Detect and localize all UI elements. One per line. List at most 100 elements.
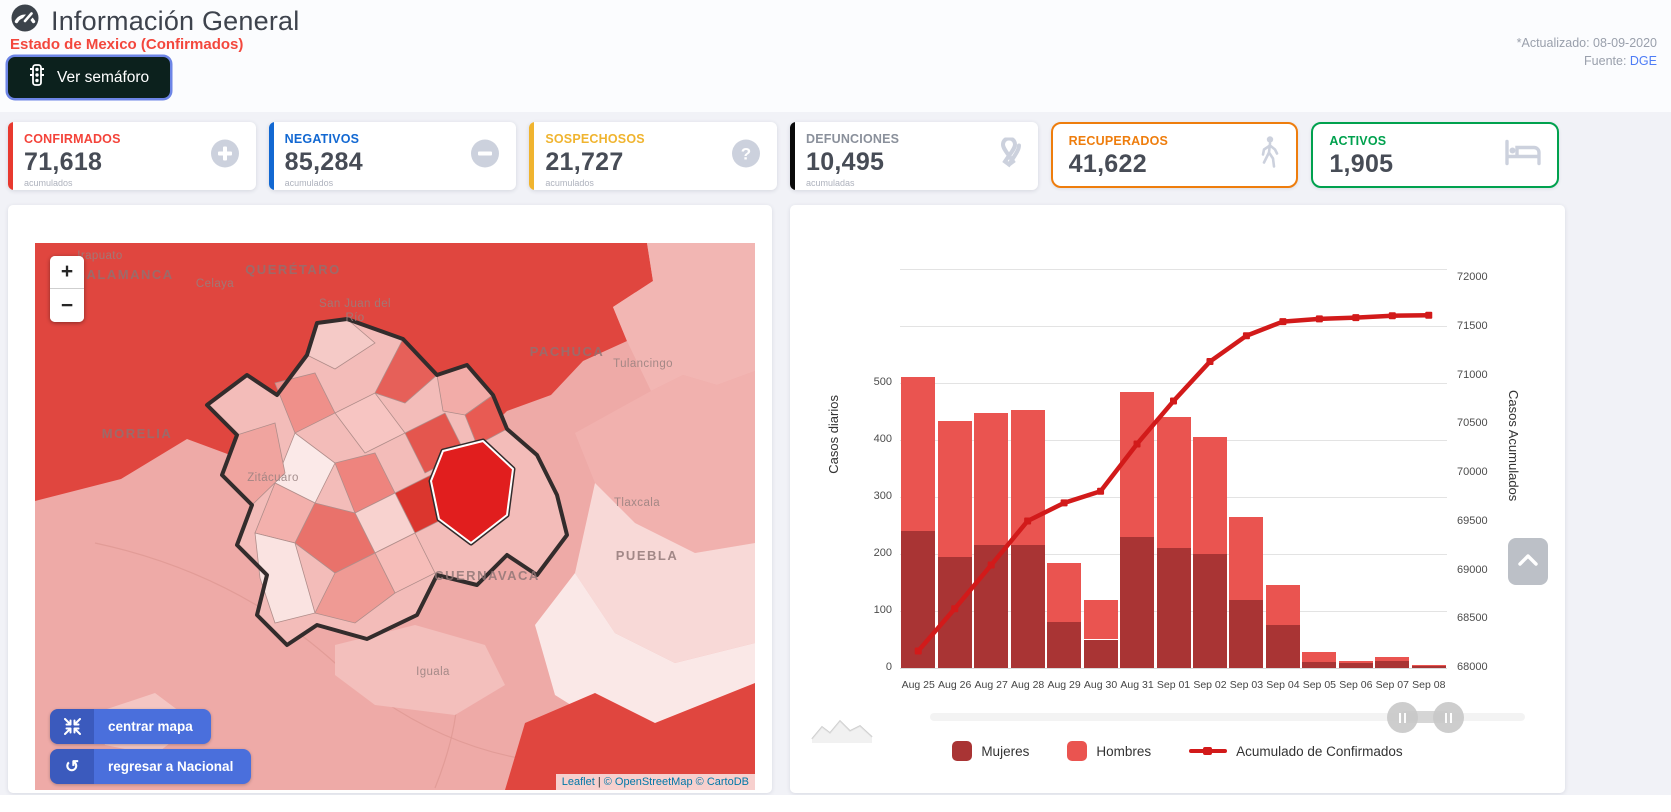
bar-mujeres-Sep 04 — [1265, 625, 1300, 668]
leaflet-link[interactable]: Leaflet — [561, 776, 595, 788]
map-label: Río — [345, 312, 364, 324]
y-axis-left-tick: 500 — [873, 376, 892, 388]
legend-label: Mujeres — [981, 743, 1030, 759]
y-axis-left-tick: 0 — [885, 661, 892, 673]
page-title: Información General — [51, 5, 300, 36]
bar-hombres-Sep 05 — [1302, 652, 1337, 663]
map-label: SALAMANCA — [76, 267, 173, 282]
y-axis-right-tick: 69000 — [1457, 563, 1488, 576]
stat-card-activos[interactable]: ACTIVOS 1,905 — [1311, 122, 1559, 188]
gridline — [900, 326, 1447, 327]
legend-item-acumulado-de-confirmados[interactable]: Acumulado de Confirmados — [1189, 744, 1403, 759]
updated-text: *Actualizado: 08-09-2020 — [1516, 36, 1657, 50]
stat-label: CONFIRMADOS — [24, 132, 121, 146]
carto-link[interactable]: © CartoDB — [695, 776, 749, 788]
osm-link[interactable]: © OpenStreetMap — [603, 776, 693, 788]
svg-text:?: ? — [741, 145, 751, 164]
stat-card-negativos[interactable]: NEGATIVOS 85,284 acumulados — [268, 122, 517, 190]
meta-info: *Actualizado: 08-09-2020 Fuente: DGE — [1517, 34, 1657, 70]
map-attribution: Leaflet | © OpenStreetMap © CartoDB — [555, 774, 755, 790]
bed-icon — [1505, 139, 1541, 171]
line-swatch — [1189, 744, 1228, 758]
bar-hombres-Aug 29 — [1047, 562, 1082, 623]
bar-hombres-Sep 02 — [1192, 437, 1227, 554]
map-zoom-control: + − — [50, 256, 84, 322]
walking-icon — [1258, 136, 1280, 175]
x-axis-tick: Sep 01 — [1156, 679, 1191, 691]
bar-hombres-Sep 01 — [1156, 417, 1191, 549]
source-link[interactable]: DGE — [1629, 54, 1657, 68]
stat-value: 21,727 — [545, 148, 624, 176]
ver-semaforo-button[interactable]: Ver semáforo — [8, 57, 171, 98]
y-axis-right-tick: 71500 — [1457, 319, 1488, 332]
bar-hombres-Aug 28 — [1010, 410, 1045, 546]
map-label: Tlaxcala — [614, 497, 660, 509]
map-label: San Juan del — [319, 298, 391, 310]
bar-mujeres-Sep 01 — [1156, 548, 1191, 668]
stat-value: 41,622 — [1068, 150, 1147, 178]
chart-legend: Mujeres Hombres Acumulado de Confirmados — [790, 741, 1565, 761]
bar-mujeres-Sep 06 — [1338, 663, 1373, 668]
bar-mujeres-Sep 03 — [1229, 599, 1264, 668]
bar-mujeres-Aug 29 — [1047, 622, 1082, 668]
bar-hombres-Sep 03 — [1229, 516, 1264, 600]
centrar-mapa-button[interactable]: centrar mapa — [50, 709, 211, 744]
footer — [0, 795, 1671, 812]
x-axis-tick: Aug 31 — [1120, 679, 1154, 691]
regresar-nacional-button[interactable]: ↺ regresar a Nacional — [50, 749, 252, 784]
choropleth-map[interactable]: Irapuato SALAMANCA Celaya QUERÉTARO San Juan… — [35, 243, 755, 790]
stat-card-confirmados[interactable]: CONFIRMADOS 71,618 acumulados — [8, 122, 256, 190]
stat-card-sospechosos[interactable]: SOSPECHOSOS 21,727 acumulados? — [529, 122, 777, 190]
map-label: MORELIA — [102, 426, 172, 441]
x-axis-tick: Sep 03 — [1229, 679, 1264, 691]
scroll-top-button[interactable] — [1508, 538, 1548, 585]
stat-card-recuperados[interactable]: RECUPERADOS 41,622 — [1050, 122, 1299, 188]
stat-sub: acumulados — [545, 178, 594, 188]
y-axis-left-tick: 100 — [873, 604, 892, 616]
choropleth-map-svg: Irapuato SALAMANCA Celaya QUERÉTARO San Juan… — [35, 243, 755, 790]
y-axis-left-tick: 300 — [873, 490, 892, 502]
slider-handle-left[interactable] — [1387, 702, 1418, 733]
bar-hombres-Aug 25 — [901, 377, 936, 532]
stat-label: RECUPERADOS — [1068, 134, 1169, 148]
header-strip — [0, 0, 1671, 112]
bar-hombres-Aug 30 — [1083, 599, 1118, 640]
bar-mujeres-Aug 28 — [1010, 545, 1045, 668]
page-subtitle: Estado de Mexico (Confirmados) — [10, 36, 244, 53]
bar-mujeres-Sep 05 — [1302, 662, 1337, 668]
stat-sub: acumulados — [24, 178, 73, 188]
map-label: PACHUCA — [530, 344, 605, 359]
bar-mujeres-Aug 25 — [901, 531, 936, 668]
zoom-in-button[interactable]: + — [50, 256, 84, 289]
plus-circle-icon — [210, 139, 240, 174]
bar-hombres-Sep 04 — [1265, 585, 1300, 626]
x-axis-tick: Sep 06 — [1339, 679, 1373, 691]
chart-range-slider-track[interactable] — [930, 713, 1525, 721]
chevron-up-icon — [1516, 554, 1540, 571]
stat-card-accent — [268, 122, 274, 190]
source-label: Fuente: — [1584, 54, 1627, 68]
gridline — [900, 269, 1447, 270]
legend-item-hombres[interactable]: Hombres — [1067, 741, 1151, 761]
bar-mujeres-Sep 02 — [1192, 554, 1227, 668]
zoom-out-button[interactable]: − — [50, 289, 84, 322]
legend-item-mujeres[interactable]: Mujeres — [952, 741, 1029, 761]
regresar-nacional-label: regresar a Nacional — [108, 759, 234, 774]
bar-hombres-Sep 06 — [1338, 661, 1373, 664]
stat-card-defunciones[interactable]: DEFUNCIONES 10,495 acumuladas — [790, 122, 1038, 190]
ribbon-icon — [996, 136, 1022, 175]
y-axis-right-tick: 69500 — [1457, 514, 1488, 527]
y-axis-right-tick: 71000 — [1457, 368, 1488, 381]
x-axis-tick: Aug 29 — [1047, 679, 1081, 691]
center-map-icon — [50, 709, 94, 744]
map-label: PUEBLA — [616, 548, 678, 563]
x-axis-tick: Aug 27 — [974, 679, 1008, 691]
slider-handle-right[interactable] — [1433, 702, 1464, 733]
stat-sub: acumulados — [284, 178, 334, 188]
map-label: Celaya — [196, 278, 234, 290]
hombres-swatch — [1067, 741, 1088, 761]
estado-de-mexico-boundary — [205, 317, 569, 647]
stat-label: ACTIVOS — [1329, 134, 1387, 148]
bar-mujeres-Sep 08 — [1411, 666, 1446, 668]
